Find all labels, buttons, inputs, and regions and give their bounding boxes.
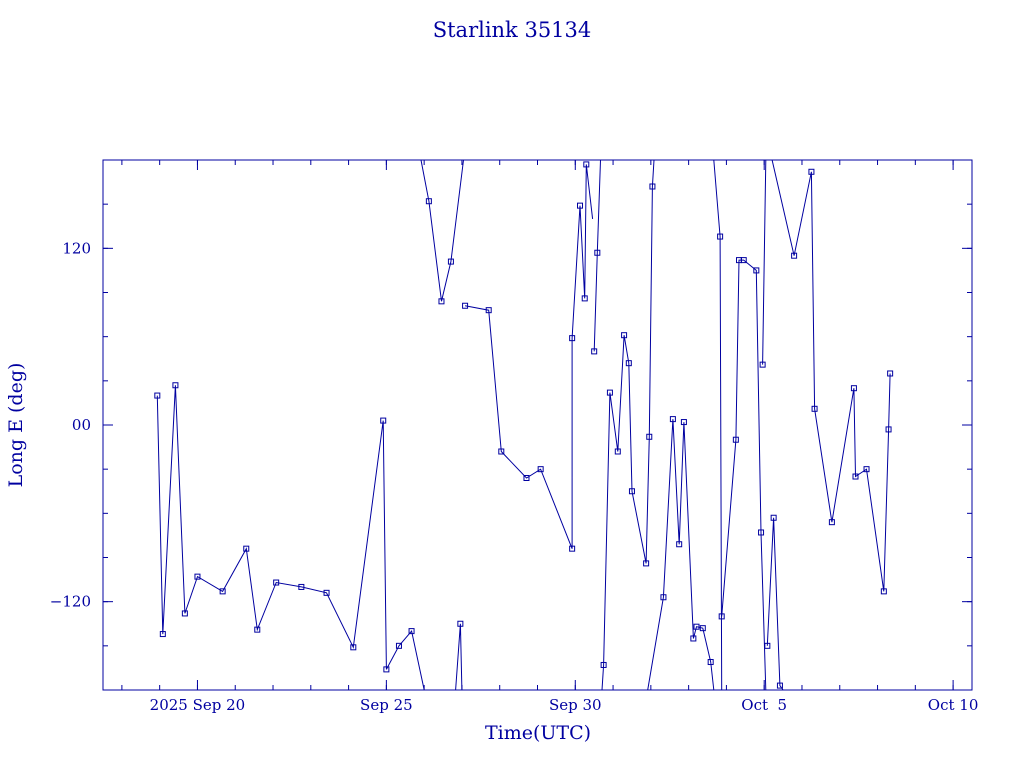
series-line xyxy=(647,419,715,691)
data-point xyxy=(885,426,892,433)
series-line xyxy=(713,159,723,691)
data-point xyxy=(680,419,687,426)
data-point xyxy=(219,588,226,595)
data-point xyxy=(690,635,697,642)
series-line xyxy=(766,517,784,691)
series-line xyxy=(455,623,463,691)
data-point xyxy=(718,613,725,620)
x-tick-label: Oct 10 xyxy=(928,696,979,714)
y-tick-label: 00 xyxy=(72,416,91,434)
data-point xyxy=(457,620,464,627)
data-point xyxy=(600,661,607,668)
data-point xyxy=(462,302,469,309)
data-point xyxy=(254,626,261,633)
series-line xyxy=(420,159,464,302)
data-point xyxy=(380,417,387,424)
plot-frame xyxy=(102,159,973,691)
data-point xyxy=(753,267,760,274)
data-point xyxy=(243,545,250,552)
data-point xyxy=(811,405,818,412)
data-point xyxy=(581,295,588,302)
data-point xyxy=(181,610,188,617)
data-point xyxy=(660,594,667,601)
data-point xyxy=(498,448,505,455)
data-point xyxy=(606,389,613,396)
x-tick-label: Oct 5 xyxy=(741,696,787,714)
data-point xyxy=(569,545,576,552)
axis-tick-labels: 2025 Sep 20 Sep 25 Sep 30 Oct 5 Oct 10 120 00 −… xyxy=(50,239,979,714)
data-point xyxy=(350,644,357,651)
chart-title: Starlink 35134 xyxy=(433,18,592,42)
data-point xyxy=(438,298,445,305)
data-point xyxy=(273,579,280,586)
data-point xyxy=(732,436,739,443)
data-point xyxy=(298,583,305,590)
data-point xyxy=(323,589,330,596)
data-point xyxy=(425,198,432,205)
data-point xyxy=(887,370,894,377)
data-point xyxy=(583,161,590,168)
data-point xyxy=(154,392,161,399)
x-tick-label: Sep 25 xyxy=(360,696,413,714)
data-point xyxy=(880,588,887,595)
data-point xyxy=(614,448,621,455)
data-point xyxy=(852,473,859,480)
data-point xyxy=(485,307,492,314)
series-line xyxy=(762,159,767,365)
data-point xyxy=(791,252,798,259)
y-axis-label: Long E (deg) xyxy=(5,363,27,488)
data-point xyxy=(758,529,765,536)
x-tick-label: 2025 Sep 20 xyxy=(150,696,246,714)
data-point xyxy=(159,631,166,638)
data-point xyxy=(740,257,747,264)
series-line xyxy=(593,159,601,352)
data-point xyxy=(863,466,870,473)
axis-ticks xyxy=(103,159,972,691)
data-point xyxy=(759,361,766,368)
series-group xyxy=(154,159,894,691)
data-point xyxy=(625,360,632,367)
data-point xyxy=(643,560,650,567)
data-point xyxy=(395,642,402,649)
y-tick-label: −120 xyxy=(50,593,91,611)
data-point xyxy=(850,385,857,392)
data-point xyxy=(649,183,656,190)
data-point xyxy=(693,623,700,630)
data-point xyxy=(770,514,777,521)
data-point xyxy=(717,233,724,240)
data-point xyxy=(669,416,676,423)
x-tick-label: Sep 30 xyxy=(549,696,602,714)
data-point xyxy=(646,433,653,440)
series-line xyxy=(465,164,594,549)
y-tick-label: 120 xyxy=(62,239,91,257)
data-point xyxy=(591,348,598,355)
series-line xyxy=(771,159,891,592)
series-line xyxy=(156,385,425,691)
data-point xyxy=(383,666,390,673)
data-point xyxy=(628,488,635,495)
data-point xyxy=(707,659,714,666)
data-point xyxy=(408,628,415,635)
series-line xyxy=(601,159,655,691)
data-point xyxy=(764,642,771,649)
data-point xyxy=(676,541,683,548)
x-axis-label: Time(UTC) xyxy=(485,722,591,744)
data-point xyxy=(172,382,179,389)
data-point xyxy=(537,466,544,473)
data-point xyxy=(523,475,530,481)
series-line xyxy=(721,259,767,691)
data-point xyxy=(577,202,584,209)
data-point xyxy=(194,573,201,580)
data-point xyxy=(808,168,815,175)
data-point xyxy=(699,625,706,632)
data-point xyxy=(569,335,576,342)
data-point xyxy=(828,519,835,526)
data-point xyxy=(594,249,601,256)
data-point xyxy=(447,258,454,265)
data-point xyxy=(776,682,783,689)
data-point xyxy=(621,332,628,339)
